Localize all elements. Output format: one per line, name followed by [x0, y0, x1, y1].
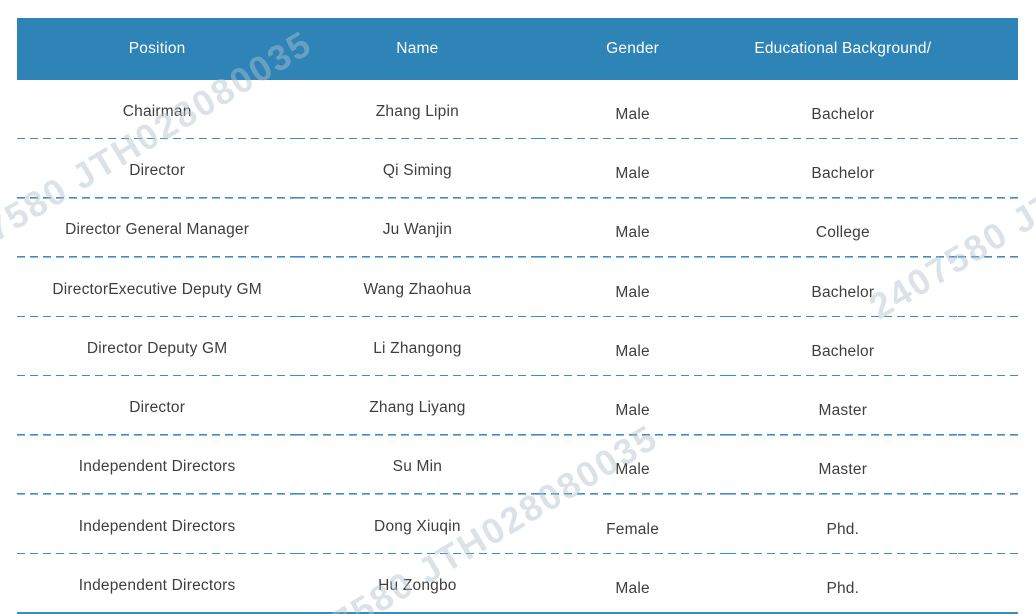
- cell-education: Phd.: [727, 495, 958, 555]
- cell-text: Wang Zhaohua: [363, 280, 472, 298]
- cell-text: Zhang Lipin: [375, 102, 459, 120]
- cell-text: Ju Wanjin: [382, 221, 453, 239]
- cell-education: Bachelor: [727, 139, 958, 199]
- column-header-filler: [957, 18, 1018, 80]
- cell-text: Master: [818, 402, 868, 420]
- filler-cell: [957, 80, 1018, 140]
- table-row: Director Deputy GM Li Zhangong Male Bachelo…: [17, 317, 1018, 377]
- board-members-table: Position Name Gender Educational Backgro…: [17, 18, 1018, 614]
- cell-text: Bachelor: [811, 105, 875, 123]
- cell-text: Bachelor: [811, 164, 875, 182]
- cell-text: Phd.: [826, 520, 860, 538]
- table-row: Chairman Zhang Lipin Male Bachelor: [17, 80, 1018, 140]
- table-row: Independent Directors Dong Xiuqin Female Ph…: [17, 495, 1018, 555]
- filler-cell: [957, 198, 1018, 258]
- cell-education: Bachelor: [727, 80, 958, 140]
- cell-text: Male: [615, 105, 650, 123]
- filler-cell: [957, 257, 1018, 318]
- cell-education: College: [727, 198, 958, 258]
- cell-text: Li Zhangong: [373, 339, 462, 357]
- cell-name: Zhang Lipin: [297, 80, 538, 140]
- cell-position: Director Deputy GM: [17, 317, 298, 377]
- cell-education: Phd.: [727, 554, 958, 614]
- cell-text: Independent Directors: [78, 458, 236, 476]
- cell-text: Director: [129, 161, 186, 179]
- cell-gender: Male: [537, 257, 728, 318]
- cell-text: DirectorExecutive Deputy GM: [52, 280, 262, 298]
- cell-name: Zhang Liyang: [297, 376, 538, 436]
- table-row: DirectorExecutive Deputy GM Wang Zhaohua M…: [17, 257, 1018, 318]
- cell-text: Hu Zongbo: [378, 577, 457, 595]
- cell-position: Director General Manager: [17, 198, 298, 258]
- cell-gender: Male: [537, 317, 728, 377]
- cell-text: Director General Manager: [65, 221, 250, 239]
- cell-position: Independent Directors: [17, 495, 298, 555]
- cell-text: Su Min: [392, 458, 443, 476]
- cell-position: Director: [17, 376, 298, 436]
- column-header-gender: Gender: [537, 18, 728, 80]
- cell-text: Bachelor: [811, 342, 875, 360]
- cell-text: Male: [615, 283, 650, 301]
- table-row: Director Zhang Liyang Male Master: [17, 376, 1018, 436]
- table-header-row: Position Name Gender Educational Backgro…: [17, 18, 1018, 80]
- cell-text: Independent Directors: [78, 577, 236, 595]
- filler-cell: [957, 495, 1018, 555]
- cell-name: Li Zhangong: [297, 317, 538, 377]
- cell-position: DirectorExecutive Deputy GM: [17, 257, 298, 318]
- column-header-position: Position: [17, 18, 298, 80]
- cell-name: Su Min: [297, 435, 538, 496]
- cell-text: Male: [615, 461, 650, 479]
- cell-gender: Male: [537, 139, 728, 199]
- cell-text: Female: [606, 520, 660, 538]
- cell-text: Male: [615, 402, 650, 420]
- cell-name: Hu Zongbo: [297, 554, 538, 614]
- column-header-education: Educational Background/: [727, 18, 958, 80]
- cell-text: Qi Siming: [382, 161, 452, 179]
- cell-name: Qi Siming: [297, 139, 538, 199]
- cell-position: Independent Directors: [17, 435, 298, 496]
- cell-education: Master: [727, 435, 958, 496]
- cell-text: Male: [615, 342, 650, 360]
- column-header-name: Name: [297, 18, 538, 80]
- cell-text: Dong Xiuqin: [374, 517, 461, 535]
- cell-education: Master: [727, 376, 958, 436]
- cell-text: Male: [615, 164, 650, 182]
- cell-education: Bachelor: [727, 317, 958, 377]
- table-row: Director Qi Siming Male Bachelor: [17, 139, 1018, 199]
- cell-name: Wang Zhaohua: [297, 257, 538, 318]
- cell-text: Bachelor: [811, 283, 875, 301]
- cell-name: Ju Wanjin: [297, 198, 538, 258]
- cell-text: Master: [818, 461, 868, 479]
- cell-text: Male: [615, 224, 650, 242]
- cell-text: Chairman: [122, 102, 192, 120]
- cell-text: Zhang Liyang: [369, 399, 466, 417]
- table-row: Independent Directors Hu Zongbo Male Phd.: [17, 554, 1018, 614]
- filler-cell: [957, 376, 1018, 436]
- cell-text: Director Deputy GM: [86, 339, 228, 357]
- cell-education: Bachelor: [727, 257, 958, 318]
- filler-cell: [957, 554, 1018, 614]
- cell-gender: Female: [537, 495, 728, 555]
- cell-text: Phd.: [826, 580, 860, 598]
- cell-position: Independent Directors: [17, 554, 298, 614]
- cell-text: Independent Directors: [78, 517, 236, 535]
- table-row: Director General Manager Ju Wanjin Male Col…: [17, 198, 1018, 258]
- cell-text: College: [815, 224, 870, 242]
- cell-text: Male: [615, 580, 650, 598]
- cell-text: Director: [129, 399, 186, 417]
- cell-position: Chairman: [17, 80, 298, 140]
- cell-gender: Male: [537, 80, 728, 140]
- cell-position: Director: [17, 139, 298, 199]
- cell-gender: Male: [537, 435, 728, 496]
- cell-gender: Male: [537, 198, 728, 258]
- filler-cell: [957, 435, 1018, 496]
- cell-gender: Male: [537, 554, 728, 614]
- filler-cell: [957, 317, 1018, 377]
- cell-gender: Male: [537, 376, 728, 436]
- cell-name: Dong Xiuqin: [297, 495, 538, 555]
- table-row: Independent Directors Su Min Male Master: [17, 435, 1018, 496]
- filler-cell: [957, 139, 1018, 199]
